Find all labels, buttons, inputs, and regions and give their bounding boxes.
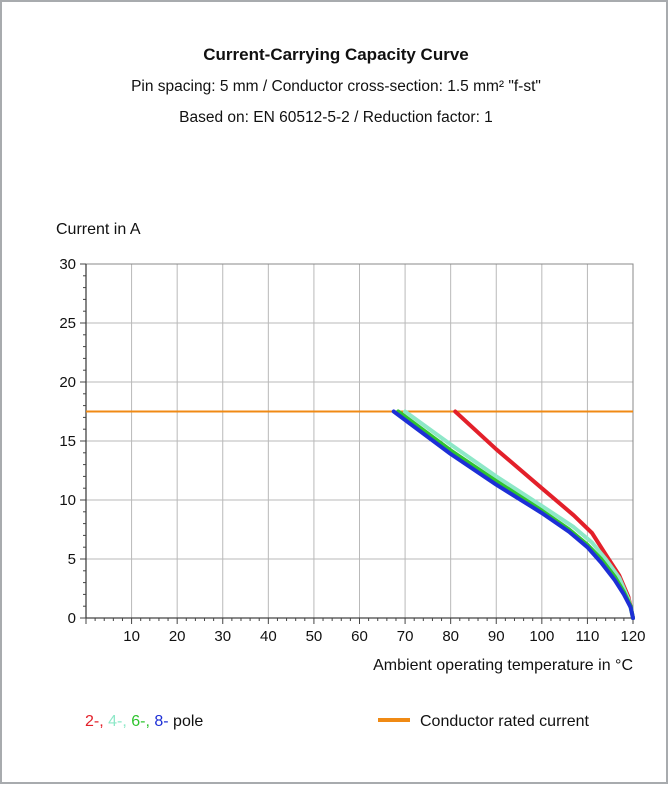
legend-pole-6: 6-, xyxy=(127,713,150,730)
y-tick-label-15: 15 xyxy=(59,433,76,450)
y-tick-label-10: 10 xyxy=(59,492,76,509)
y-tick-label-30: 30 xyxy=(59,256,76,273)
x-tick-label-60: 60 xyxy=(351,628,368,645)
x-tick-label-10: 10 xyxy=(123,628,140,645)
x-tick-label-110: 110 xyxy=(575,628,599,645)
legend-rated-current-label: Conductor rated current xyxy=(420,713,590,730)
chart-subtitle-line-2: Based on: EN 60512-5-2 / Reduction facto… xyxy=(179,109,493,126)
y-axis-label: Current in A xyxy=(56,221,141,238)
x-tick-label-90: 90 xyxy=(488,628,505,645)
chart-title: Current-Carrying Capacity Curve xyxy=(203,45,468,64)
x-tick-label-70: 70 xyxy=(397,628,414,645)
chart-subtitle-line-1: Pin spacing: 5 mm / Conductor cross-sect… xyxy=(131,78,541,95)
x-tick-label-40: 40 xyxy=(260,628,277,645)
x-tick-label-120: 120 xyxy=(620,628,645,645)
y-tick-label-5: 5 xyxy=(68,551,76,568)
legend: 2-, 4-, 6-, 8- pole Conductor rated curr… xyxy=(85,713,590,730)
tick-labels: 10 20 30 40 50 60 70 80 90 100 110 120 0 5 10 15 20 25 30 xyxy=(59,256,645,645)
x-axis-label: Ambient operating temperature in °C xyxy=(373,657,633,674)
legend-pole-2: 2-, xyxy=(85,713,104,730)
series-line-8-pole xyxy=(391,409,635,620)
legend-pole-8: 8- xyxy=(150,713,169,730)
legend-pole-4: 4-, xyxy=(104,713,127,730)
grid xyxy=(86,264,633,618)
y-tick-label-20: 20 xyxy=(59,374,76,391)
x-tick-label-80: 80 xyxy=(442,628,459,645)
x-tick-label-20: 20 xyxy=(169,628,186,645)
series-group xyxy=(391,409,635,620)
legend-pole-entry: 2-, 4-, 6-, 8- pole xyxy=(85,713,203,730)
legend-pole-suffix: pole xyxy=(169,713,204,730)
x-tick-label-100: 100 xyxy=(529,628,554,645)
y-tick-label-25: 25 xyxy=(59,315,76,332)
y-tick-label-0: 0 xyxy=(68,610,76,627)
x-tick-label-50: 50 xyxy=(306,628,323,645)
axes xyxy=(80,263,634,624)
x-tick-label-30: 30 xyxy=(214,628,231,645)
